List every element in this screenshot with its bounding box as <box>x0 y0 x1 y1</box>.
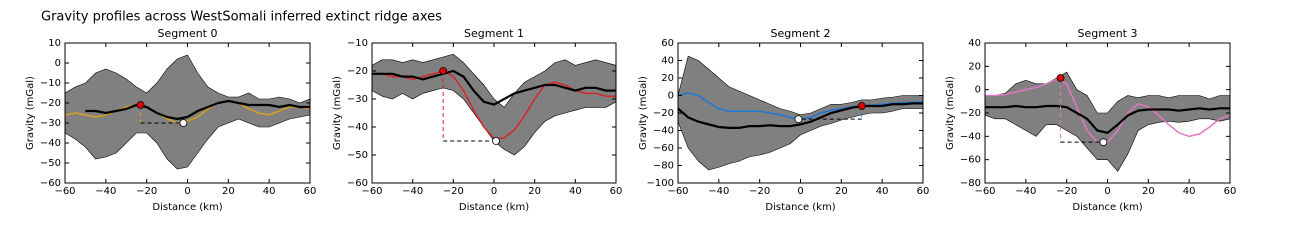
y-tick-label: −50 <box>40 158 61 169</box>
model-line <box>64 100 311 124</box>
y-tick-label: −40 <box>40 138 61 149</box>
y-tick-label: −50 <box>347 150 368 161</box>
x-tick-label: 40 <box>1183 186 1196 197</box>
y-tick-label: −10 <box>40 78 61 89</box>
y-tick-label: −20 <box>653 108 674 119</box>
y-tick-label: −80 <box>960 178 981 189</box>
axes-title: Segment 1 <box>464 27 524 40</box>
envelope-band <box>677 55 924 171</box>
mean-line <box>372 69 616 106</box>
y-tick-label: −30 <box>40 118 61 129</box>
x-tick-label: −40 <box>402 186 423 197</box>
y-axis-label: Gravity (mGal) <box>25 76 36 150</box>
y-tick-label: −40 <box>960 131 981 142</box>
peak-marker <box>439 67 448 75</box>
envelope-band <box>984 71 1231 172</box>
x-tick-label: −20 <box>749 186 770 197</box>
y-axis-label: Gravity (mGal) <box>332 76 343 150</box>
y-tick-label: −30 <box>347 94 368 105</box>
x-axis-label: Distance (km) <box>152 202 222 213</box>
x-tick-label: −20 <box>443 186 464 197</box>
trough-marker <box>794 115 803 124</box>
y-tick-label: 0 <box>668 91 674 102</box>
x-tick-label: −20 <box>136 186 157 197</box>
axes-title: Segment 3 <box>1078 27 1138 40</box>
axes-title: Segment 0 <box>158 27 218 40</box>
y-tick-label: −20 <box>347 66 368 77</box>
x-tick-label: −40 <box>95 186 116 197</box>
x-tick-label: 40 <box>569 186 582 197</box>
x-tick-label: 40 <box>263 186 276 197</box>
mean-line <box>985 104 1230 135</box>
trough-marker <box>492 137 500 145</box>
figure-title: Gravity profiles across WestSomali infer… <box>41 10 442 25</box>
x-axis-label: Distance (km) <box>459 202 529 213</box>
y-tick-label: 40 <box>968 38 981 49</box>
y-tick-label: −20 <box>40 98 61 109</box>
x-tick-label: −60 <box>974 186 995 197</box>
x-tick-label: 0 <box>1104 186 1110 197</box>
x-tick-label: 0 <box>184 186 190 197</box>
x-tick-label: −40 <box>708 186 729 197</box>
trough-marker <box>179 119 188 127</box>
y-tick-label: −40 <box>653 126 674 137</box>
peak-marker <box>1056 74 1065 82</box>
x-tick-label: −60 <box>361 186 382 197</box>
y-tick-label: 60 <box>661 38 674 49</box>
x-tick-label: −40 <box>1015 186 1036 197</box>
x-tick-label: 20 <box>1142 186 1155 197</box>
y-tick-label: 0 <box>975 85 981 96</box>
y-tick-label: −40 <box>347 122 368 133</box>
axes-title: Segment 2 <box>771 27 831 40</box>
y-tick-label: −60 <box>347 178 368 189</box>
y-tick-label: 0 <box>55 58 61 69</box>
y-tick-label: −20 <box>960 108 981 119</box>
x-tick-label: 60 <box>610 186 623 197</box>
peak-marker <box>857 102 866 110</box>
y-axis-label: Gravity (mGal) <box>945 76 956 150</box>
y-tick-label: −100 <box>647 178 674 189</box>
x-tick-label: −60 <box>667 186 688 197</box>
x-tick-label: 60 <box>1224 186 1237 197</box>
y-tick-label: 20 <box>661 73 674 84</box>
mean-line <box>677 102 923 129</box>
y-axis-label: Gravity (mGal) <box>638 76 649 150</box>
x-tick-label: 0 <box>797 186 803 197</box>
x-tick-label: 0 <box>491 186 497 197</box>
x-tick-label: 20 <box>222 186 235 197</box>
x-tick-label: 20 <box>835 186 848 197</box>
y-tick-label: −80 <box>653 161 674 172</box>
y-tick-label: 20 <box>968 61 981 72</box>
y-tick-label: 40 <box>661 56 674 67</box>
model-line <box>985 78 1231 143</box>
x-tick-label: 20 <box>528 186 541 197</box>
mean-line <box>85 99 310 121</box>
peak-marker <box>136 101 145 109</box>
x-tick-label: 60 <box>917 186 930 197</box>
x-tick-label: 60 <box>304 186 317 197</box>
x-tick-label: 40 <box>876 186 889 197</box>
x-tick-label: −20 <box>1056 186 1077 197</box>
x-tick-label: −60 <box>54 186 75 197</box>
y-tick-label: −60 <box>960 155 981 166</box>
y-tick-label: −60 <box>40 178 61 189</box>
y-tick-label: −10 <box>347 38 368 49</box>
trough-marker <box>1099 138 1108 147</box>
x-axis-label: Distance (km) <box>765 202 835 213</box>
x-axis-label: Distance (km) <box>1072 202 1142 213</box>
y-tick-label: 10 <box>48 38 61 49</box>
y-tick-label: −60 <box>653 143 674 154</box>
figure: Gravity profiles across WestSomali infer… <box>25 10 1237 214</box>
